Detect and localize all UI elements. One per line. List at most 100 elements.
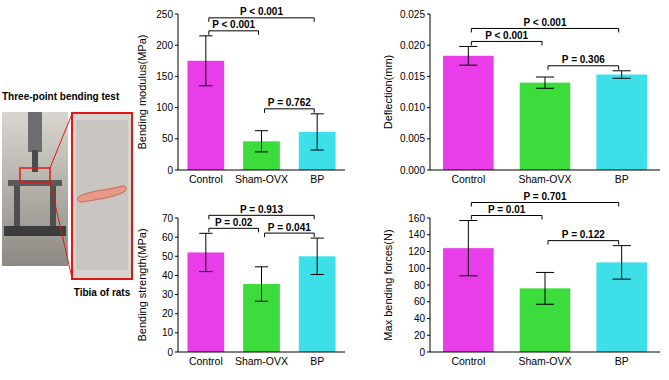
y-tick-label: 30	[162, 289, 174, 300]
p-value-label: P < 0.001	[212, 19, 255, 30]
x-axis	[430, 170, 660, 171]
y-tick	[175, 352, 178, 353]
p-value-label: P = 0.122	[562, 229, 605, 240]
y-tick-label: 80	[414, 280, 426, 291]
figure: Three-point bending test Tibia of rats 0 50…	[0, 0, 669, 380]
y-axis	[178, 218, 179, 352]
x-tick-label: BP	[310, 173, 324, 185]
p-value-label: P < 0.001	[485, 30, 528, 41]
y-tick	[427, 301, 430, 302]
y-tick-label: 160	[408, 213, 425, 224]
y-axis-label: Bending modulus(MPa)	[136, 35, 148, 150]
x-tick-label: Control	[189, 173, 223, 185]
significance-bracket	[265, 233, 315, 237]
x-tick-label: Sham-OVX	[518, 355, 571, 367]
significance-bracket	[471, 216, 542, 220]
photo-title: Three-point bending test	[2, 91, 120, 102]
y-axis-label: Max bending forces(N)	[382, 229, 394, 340]
p-value-label: P = 0.01	[488, 204, 526, 215]
y-tick-label: 0.000	[400, 165, 425, 176]
y-tick	[427, 14, 430, 15]
photo-connector	[50, 182, 72, 278]
error-bar	[459, 221, 477, 276]
y-tick	[175, 218, 178, 219]
y-tick	[427, 285, 430, 286]
plot-marks	[187, 233, 335, 352]
y-tick	[175, 332, 178, 333]
photo-support	[14, 186, 20, 226]
error-bar	[613, 71, 631, 78]
p-value-label: P = 0.041	[268, 222, 311, 233]
bar	[520, 83, 571, 170]
p-value-label: P = 0.913	[240, 204, 283, 215]
inset-bag	[76, 120, 128, 270]
photo-background	[2, 112, 68, 266]
y-tick-label: 40	[162, 270, 174, 281]
y-tick-label: 0.020	[400, 40, 425, 51]
x-tick-label: BP	[615, 173, 629, 185]
y-tick-label: 60	[414, 296, 426, 307]
inset-tibia	[78, 186, 126, 202]
y-tick-label: 100	[408, 263, 425, 274]
y-tick	[427, 107, 430, 108]
x-tick-label: Control	[451, 173, 485, 185]
y-tick	[427, 76, 430, 77]
y-tick	[427, 251, 430, 252]
y-tick	[427, 234, 430, 235]
y-tick	[175, 138, 178, 139]
y-tick-label: 140	[408, 229, 425, 240]
y-tick	[175, 170, 178, 171]
bar	[443, 56, 494, 170]
photo-load-cell	[28, 112, 42, 152]
error-bar	[311, 238, 324, 274]
y-tick-label: 0.010	[400, 102, 425, 113]
photo-base	[4, 226, 66, 236]
x-tick-label: BP	[615, 355, 629, 367]
significance-bracket	[209, 215, 314, 219]
y-tick-label: 0.005	[400, 133, 425, 144]
error-bar	[311, 114, 324, 150]
y-tick-label: 0	[167, 347, 173, 358]
error-bar	[459, 46, 477, 65]
y-tick-label: 20	[414, 330, 426, 341]
y-tick-label: 40	[414, 313, 426, 324]
chart: 010203040506070ControlSham-OVXBPBending …	[136, 204, 345, 367]
y-tick-label: 0	[419, 347, 425, 358]
y-tick-label: 50	[162, 133, 174, 144]
inset-label: Tibia of rats	[74, 287, 131, 298]
plot-marks	[443, 46, 647, 170]
y-tick	[175, 107, 178, 108]
y-tick-label: 60	[162, 232, 174, 243]
significance-bracket	[471, 41, 542, 45]
x-tick-label: Control	[451, 355, 485, 367]
x-axis	[178, 352, 345, 353]
x-tick-label: Sham-OVX	[235, 355, 288, 367]
significance-bracket	[471, 203, 618, 207]
y-tick-label: 0.015	[400, 71, 425, 82]
p-value-label: P = 0.701	[524, 191, 567, 202]
y-tick	[427, 268, 430, 269]
y-tick	[427, 335, 430, 336]
y-tick-label: 200	[156, 40, 173, 51]
error-bar	[536, 272, 554, 304]
y-tick	[175, 14, 178, 15]
y-tick-label: 250	[156, 9, 173, 20]
x-tick-label: Sham-OVX	[518, 173, 571, 185]
y-tick	[175, 256, 178, 257]
significance-bracket	[209, 228, 259, 232]
p-value-label: P = 0.762	[268, 97, 311, 108]
y-tick	[175, 275, 178, 276]
error-bar	[199, 36, 212, 86]
error-bar	[613, 246, 631, 280]
p-value-label: P = 0.306	[562, 54, 605, 65]
y-tick	[427, 138, 430, 139]
p-value-label: P < 0.001	[524, 17, 567, 28]
y-tick	[175, 313, 178, 314]
y-tick	[427, 318, 430, 319]
p-value-label: P < 0.001	[240, 6, 283, 17]
y-tick-label: 70	[162, 213, 174, 224]
significance-bracket	[265, 109, 315, 113]
error-bar	[199, 233, 212, 271]
photo-support-bar	[8, 180, 62, 186]
y-tick	[175, 76, 178, 77]
